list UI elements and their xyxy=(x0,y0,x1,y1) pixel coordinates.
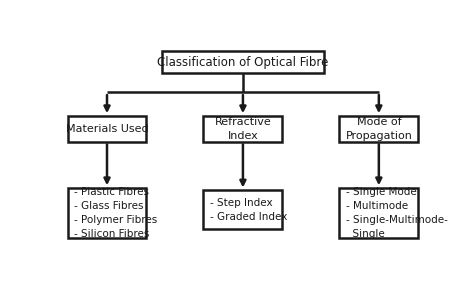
Text: Refractive
Index: Refractive Index xyxy=(215,117,271,141)
Text: Mode of
Propagation: Mode of Propagation xyxy=(346,117,412,141)
FancyBboxPatch shape xyxy=(339,188,419,238)
FancyBboxPatch shape xyxy=(203,116,283,142)
Text: Materials Used: Materials Used xyxy=(66,124,148,134)
FancyBboxPatch shape xyxy=(67,188,146,238)
Text: - Plastic Fibres
- Glass Fibres
- Polymer Fibres
- Silicon Fibres: - Plastic Fibres - Glass Fibres - Polyme… xyxy=(74,187,157,239)
Text: - Single Mode
- Multimode
- Single-Multimode-
  Single: - Single Mode - Multimode - Single-Multi… xyxy=(346,187,448,239)
FancyBboxPatch shape xyxy=(203,190,283,229)
FancyBboxPatch shape xyxy=(67,116,146,142)
FancyBboxPatch shape xyxy=(162,51,324,73)
Text: Classification of Optical Fibre: Classification of Optical Fibre xyxy=(157,56,328,69)
FancyBboxPatch shape xyxy=(339,116,419,142)
Text: - Step Index
- Graded Index: - Step Index - Graded Index xyxy=(210,198,287,222)
